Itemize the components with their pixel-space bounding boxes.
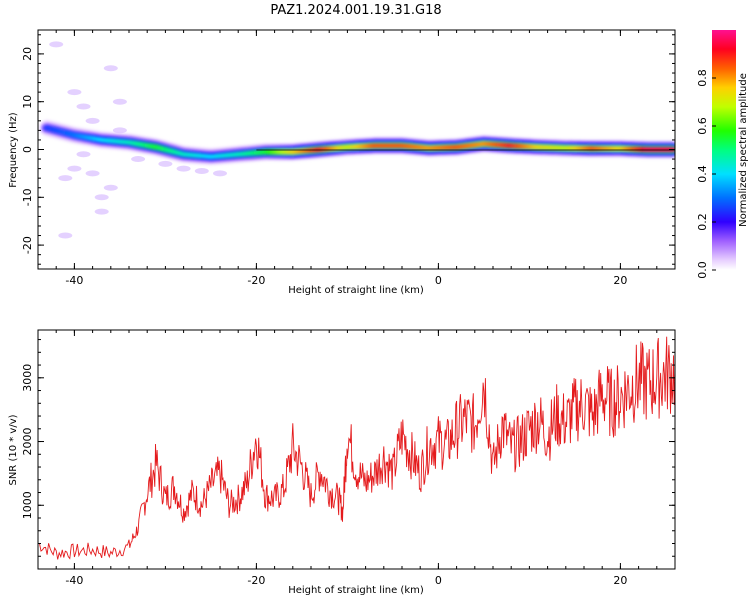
spectrogram-y-label: Frequency (Hz) [8, 112, 19, 188]
heatmap-cell-low [103, 184, 118, 191]
heatmap-cell-low [194, 168, 209, 175]
x-tick-label: 0 [435, 274, 442, 287]
colorbar: 0.0 0.2 0.4 0.6 0.8 Normalized spectral ampl… [696, 30, 749, 279]
colorbar-gradient [712, 30, 736, 270]
colorbar-tick-label: 0.6 [696, 117, 709, 135]
heatmap-cell-low [49, 41, 64, 48]
heatmap-cell-low [94, 208, 109, 215]
heatmap-cell-low [67, 89, 82, 96]
x-tick-label: -40 [65, 574, 83, 587]
heatmap-cell-low [76, 151, 91, 158]
x-tick-label: 20 [613, 574, 627, 587]
snr-panel: -40 -20 0 20 1000 2000 3000 Height of straight… [8, 329, 676, 596]
y-tick-label: 20 [21, 47, 34, 61]
spectrogram-x-label: Height of straight line (km) [288, 285, 424, 296]
spectrogram-axes: -40 -20 0 20 -20 -10 0 10 20 [21, 30, 676, 287]
heatmap-cell-low [67, 165, 82, 172]
colorbar-tick-label: 0.8 [696, 69, 709, 87]
colorbar-tick-label: 0.0 [696, 261, 709, 279]
y-tick-label: -20 [21, 236, 34, 254]
y-tick-label: -10 [21, 188, 34, 206]
y-tick-label: 10 [21, 95, 34, 109]
heatmap-cell-low [94, 194, 109, 201]
spectrogram-panel: -40 -20 0 20 -20 -10 0 10 20 Height of straight … [8, 29, 676, 296]
heatmap-ridge-layer [43, 125, 675, 160]
heatmap-cell-low [85, 117, 100, 124]
heatmap-cell-low [176, 165, 191, 172]
heatmap-cell-low [76, 103, 91, 110]
y-tick-label: 3000 [21, 364, 34, 392]
heatmap-cell-low [58, 175, 73, 182]
heatmap-cell-low [112, 98, 127, 105]
colorbar-label: Normalized spectral amplitude [738, 73, 749, 227]
heatmap-cell-low [85, 170, 100, 177]
x-tick-label: 20 [613, 274, 627, 287]
x-tick-label: 0 [435, 574, 442, 587]
figure-title: PAZ1.2024.001.19.31.G18 [270, 3, 441, 18]
y-tick-label: 0 [21, 146, 34, 153]
x-tick-label: -20 [247, 574, 265, 587]
y-tick-label: 1000 [21, 491, 34, 519]
snr-x-label: Height of straight line (km) [288, 585, 424, 596]
snr-line [38, 336, 675, 560]
y-tick-label: 2000 [21, 428, 34, 456]
x-tick-label: -20 [247, 274, 265, 287]
snr-axes: -40 -20 0 20 1000 2000 3000 [21, 330, 676, 587]
heatmap-cell-low [103, 65, 118, 72]
colorbar-tick-label: 0.4 [696, 165, 709, 183]
snr-y-label: SNR (10 * v/v) [8, 414, 19, 485]
colorbar-tick-label: 0.2 [696, 213, 709, 231]
spectrogram-plot-area [40, 41, 675, 239]
heatmap-cell-low [213, 170, 227, 177]
heatmap-cell-low [58, 232, 73, 239]
heatmap-cell-low [112, 127, 127, 134]
colorbar-ticks: 0.0 0.2 0.4 0.6 0.8 [696, 69, 716, 279]
heatmap-cell-low [158, 160, 173, 167]
x-tick-label: -40 [65, 274, 83, 287]
heatmap-cell-low [131, 156, 146, 163]
snr-frame [37, 329, 676, 570]
snr-plot-area [38, 336, 675, 560]
